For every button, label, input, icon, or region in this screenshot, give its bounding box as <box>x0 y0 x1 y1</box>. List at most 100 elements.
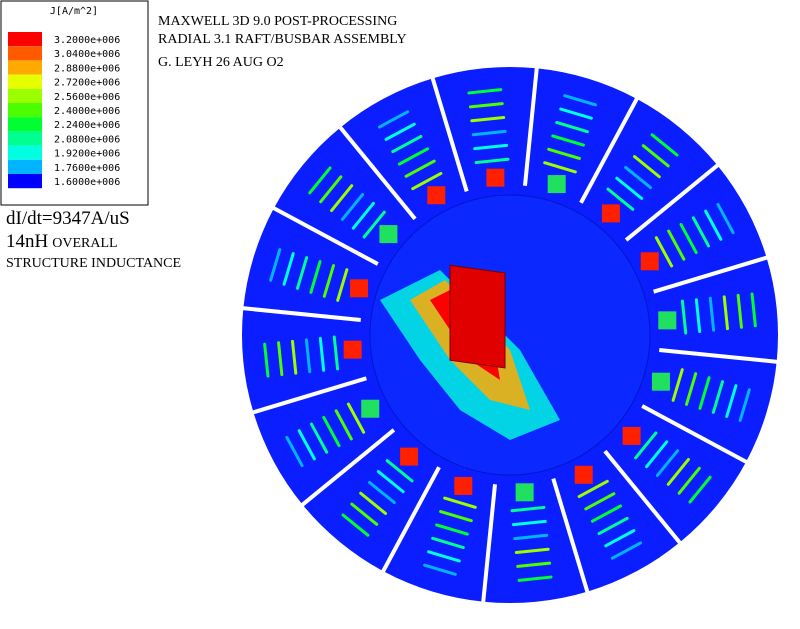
conductor <box>634 431 658 460</box>
inductance-value: 14nH <box>6 231 49 252</box>
conductor <box>711 380 725 414</box>
tab <box>651 372 670 391</box>
legend-label: 1.9200e+006 <box>54 149 120 160</box>
conductor <box>716 202 735 235</box>
conductor <box>671 368 684 402</box>
legend-swatch <box>8 117 42 132</box>
conductor <box>435 523 469 536</box>
tab <box>640 252 659 271</box>
conductor <box>510 505 546 513</box>
slot <box>241 306 361 323</box>
conductor <box>391 134 423 154</box>
conductor <box>606 187 635 211</box>
conductor <box>467 88 503 95</box>
busbar <box>449 264 506 369</box>
conductor <box>291 339 298 375</box>
legend-swatch <box>8 32 42 47</box>
legend-swatch <box>8 174 42 189</box>
conductor <box>359 491 388 515</box>
legend-swatch <box>8 60 42 75</box>
conductor <box>725 384 738 418</box>
conductor <box>704 209 723 241</box>
conductor <box>362 210 386 239</box>
legend-label: 2.7200e+006 <box>54 78 120 89</box>
conductor <box>350 502 379 526</box>
conductor <box>341 513 370 537</box>
conductor <box>385 459 414 483</box>
conductor <box>318 336 326 372</box>
conductor <box>443 496 477 509</box>
conductor <box>559 107 593 120</box>
slot <box>551 478 590 595</box>
conductor <box>397 147 430 166</box>
conductor <box>277 341 284 377</box>
conductor <box>269 248 282 282</box>
conductor <box>750 292 757 328</box>
legend-swatch <box>8 74 42 89</box>
conductor <box>624 165 652 190</box>
conductor <box>309 260 322 294</box>
slot <box>579 96 640 204</box>
slot <box>653 255 770 294</box>
conductor <box>384 122 416 141</box>
conductor <box>654 236 674 268</box>
conductor <box>543 161 577 174</box>
conductor <box>650 133 679 157</box>
conductor <box>334 409 353 441</box>
conductor <box>679 222 698 255</box>
header-line: G. LEYH 26 AUG O2 <box>158 55 284 70</box>
tab <box>350 279 369 298</box>
conductor <box>736 293 743 329</box>
conductor <box>285 435 304 468</box>
conductor <box>698 376 711 410</box>
legend-label: 3.2000e+006 <box>54 35 120 46</box>
conductor <box>645 440 669 469</box>
conductor <box>404 159 436 178</box>
slot <box>271 205 379 266</box>
conductor <box>368 480 396 505</box>
legend-label: 2.5600e+006 <box>54 92 120 103</box>
legend-label: 2.0800e+006 <box>54 134 120 145</box>
conductor <box>473 143 509 151</box>
conductor <box>708 296 716 332</box>
rate-annotation: dI/dt=9347A/uS <box>6 208 130 229</box>
conductor <box>295 256 309 290</box>
conductor <box>516 561 552 568</box>
conductor <box>319 175 343 204</box>
conductor <box>304 338 312 374</box>
slot <box>250 376 367 415</box>
header-line: RADIAL 3.1 RAFT/BUSBAR ASSEMBLY <box>158 32 407 47</box>
conductor <box>351 201 375 230</box>
conductor <box>427 550 461 563</box>
tab <box>622 426 641 445</box>
legend: 3.2000e+006 3.0400e+006 2.8800e+006 2.7200e… <box>8 32 120 189</box>
conductor <box>555 120 589 134</box>
conductor <box>685 372 698 406</box>
legend-swatch <box>8 145 42 160</box>
conductor <box>282 252 295 286</box>
slot <box>337 124 417 221</box>
conductor <box>439 510 473 523</box>
legend-swatch <box>8 88 42 103</box>
tab <box>574 465 593 484</box>
conductor <box>667 229 686 261</box>
legend-label: 2.8800e+006 <box>54 63 120 74</box>
tab <box>379 225 398 244</box>
conductor <box>666 457 690 486</box>
model-view <box>241 66 779 604</box>
conductor <box>551 134 585 147</box>
conductor <box>641 144 670 168</box>
slot <box>430 75 469 192</box>
tab <box>454 476 473 495</box>
conductor <box>610 541 643 560</box>
legend-title: J[A/m^2] <box>50 6 98 17</box>
hub <box>369 194 651 476</box>
tab <box>400 447 419 466</box>
conductor <box>468 102 504 109</box>
conductor <box>632 155 661 179</box>
conductor <box>517 575 553 582</box>
conductor <box>309 422 329 454</box>
conductor <box>738 388 751 422</box>
slot <box>603 449 683 546</box>
conductor <box>514 547 550 554</box>
